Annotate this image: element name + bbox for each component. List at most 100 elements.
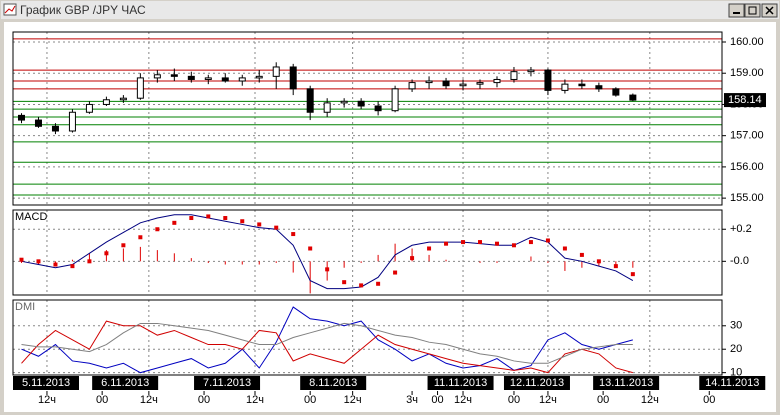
y-tick-label: 30 [730,320,742,332]
signal-point [325,267,330,272]
x-tick-label: 00 [431,394,443,406]
date-box [699,376,766,390]
candle-body [34,119,42,127]
candle-body [476,82,484,85]
macd-line [21,214,634,290]
signal-point [461,240,466,245]
date-box [194,376,261,390]
signal-point [393,270,398,275]
candle-body [204,77,212,80]
candle-body [629,94,637,101]
date-label: 13.11.2013 [599,377,653,389]
title-bar [1,1,779,19]
date-label: 11.11.2013 [434,377,487,389]
date-label: 5.11.2013 [22,377,70,389]
signal-point [596,259,601,264]
date-box [427,376,494,390]
x-tick-label: 00 [597,394,609,406]
candle-body [102,99,110,105]
signal-point [630,272,635,277]
x-tick-label: 00 [703,394,715,406]
signal-point [444,241,449,246]
x-tick-label: 12ч [641,394,659,406]
panel-border [12,31,723,206]
date-box [92,376,159,390]
x-tick-label: 00 [304,394,316,406]
dmi-line [21,306,633,374]
signal-point [410,256,415,261]
signal-point [427,246,432,251]
candle-body [374,105,382,112]
candle-body [153,74,161,79]
y-tick-label: 155.00 [730,192,764,204]
signal-point [87,259,92,264]
candle-body [238,77,246,82]
macd-title: MACD [15,211,47,223]
signal-point [223,216,228,221]
signal-point [257,222,262,227]
x-tick-label: 00 [198,394,210,406]
date-label: 6.11.2013 [101,377,149,389]
signal-point [70,264,75,269]
candle-body [595,85,603,90]
candle-body [340,100,348,104]
signal-point [206,214,211,219]
x-tick-label: 12ч [454,394,472,406]
dmi-line [21,322,633,364]
x-tick-label: 12ч [140,394,158,406]
candle-body [51,125,59,132]
signal-point [545,238,550,243]
signal-point [308,246,313,251]
signal-point [376,281,381,286]
signal-point [613,264,618,269]
date-box [300,376,367,390]
signal-point [104,251,109,256]
x-tick-label: 12ч [38,394,56,406]
signal-point [579,252,584,257]
last-price-box [724,93,766,108]
y-tick-label: +0.2 [730,223,752,235]
dmi-line [21,320,633,374]
candle-body [459,83,467,87]
candle-body [425,80,433,84]
signal-point [478,240,483,245]
panel-border [12,209,723,296]
candle-body [289,66,297,90]
y-tick-label: 10 [730,367,742,379]
signal-point [359,283,364,288]
maximize-button[interactable] [744,3,761,18]
y-tick-label: 157.00 [730,130,764,142]
x-tick-label: 3ч [406,394,418,406]
y-tick-label: -0.0 [730,255,749,267]
candle-body [17,114,25,121]
dmi-title: DMI [15,301,35,313]
candle-body [493,78,501,84]
candle-body [544,69,552,91]
candle-body [187,75,195,80]
candle-body [85,103,93,113]
candle-body [68,111,76,132]
panel-border [12,299,723,376]
candle-body [527,69,535,73]
candle-body [119,97,127,101]
minimize-button[interactable] [728,3,745,18]
candle-body [510,71,518,80]
candle-body [408,82,416,90]
signal-point [19,257,24,262]
signal-point [511,243,516,248]
client-area [4,22,776,412]
signal-point [342,280,347,285]
signal-point [155,227,160,232]
signal-point [189,216,194,221]
y-tick-label: 156.00 [730,161,764,173]
candle-body [255,75,263,79]
candle-body [306,88,314,113]
window-title: График GBP /JPY ЧАС [20,3,146,17]
x-tick-label: 00 [508,394,520,406]
candle-body [272,66,280,77]
y-tick-label: 160.00 [730,36,764,48]
x-tick-label: 00 [96,394,108,406]
close-button[interactable] [761,3,778,18]
window-icon-line [4,5,16,14]
